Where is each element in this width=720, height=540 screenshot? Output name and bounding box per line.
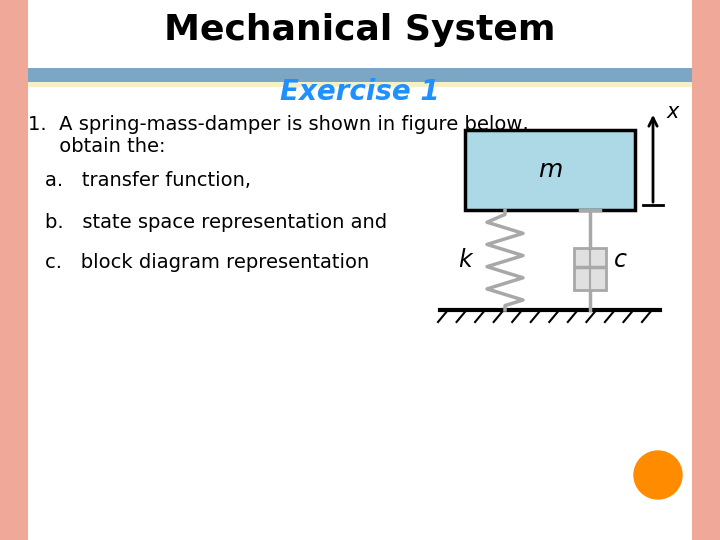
Text: c: c [613,248,626,272]
Bar [0,0,28,540]
Text: a.   transfer function,: a. transfer function, [45,171,251,190]
Bar [574,248,606,290]
Circle shape [634,451,682,499]
Bar [465,130,635,210]
Bar [692,0,720,540]
Text: obtain the:: obtain the: [28,138,166,157]
Bar [28,68,692,82]
Text: m: m [538,158,562,182]
Text: 1.  A spring-mass-damper is shown in figure below,: 1. A spring-mass-damper is shown in figu… [28,116,528,134]
Text: Exercise 1: Exercise 1 [280,78,440,106]
Text: b.   state space representation and: b. state space representation and [45,213,387,232]
Bar [28,82,692,87]
Text: x: x [667,102,680,122]
Text: k: k [458,248,472,272]
Text: Mechanical System: Mechanical System [164,13,556,47]
Text: c.   block diagram representation: c. block diagram representation [45,253,369,272]
